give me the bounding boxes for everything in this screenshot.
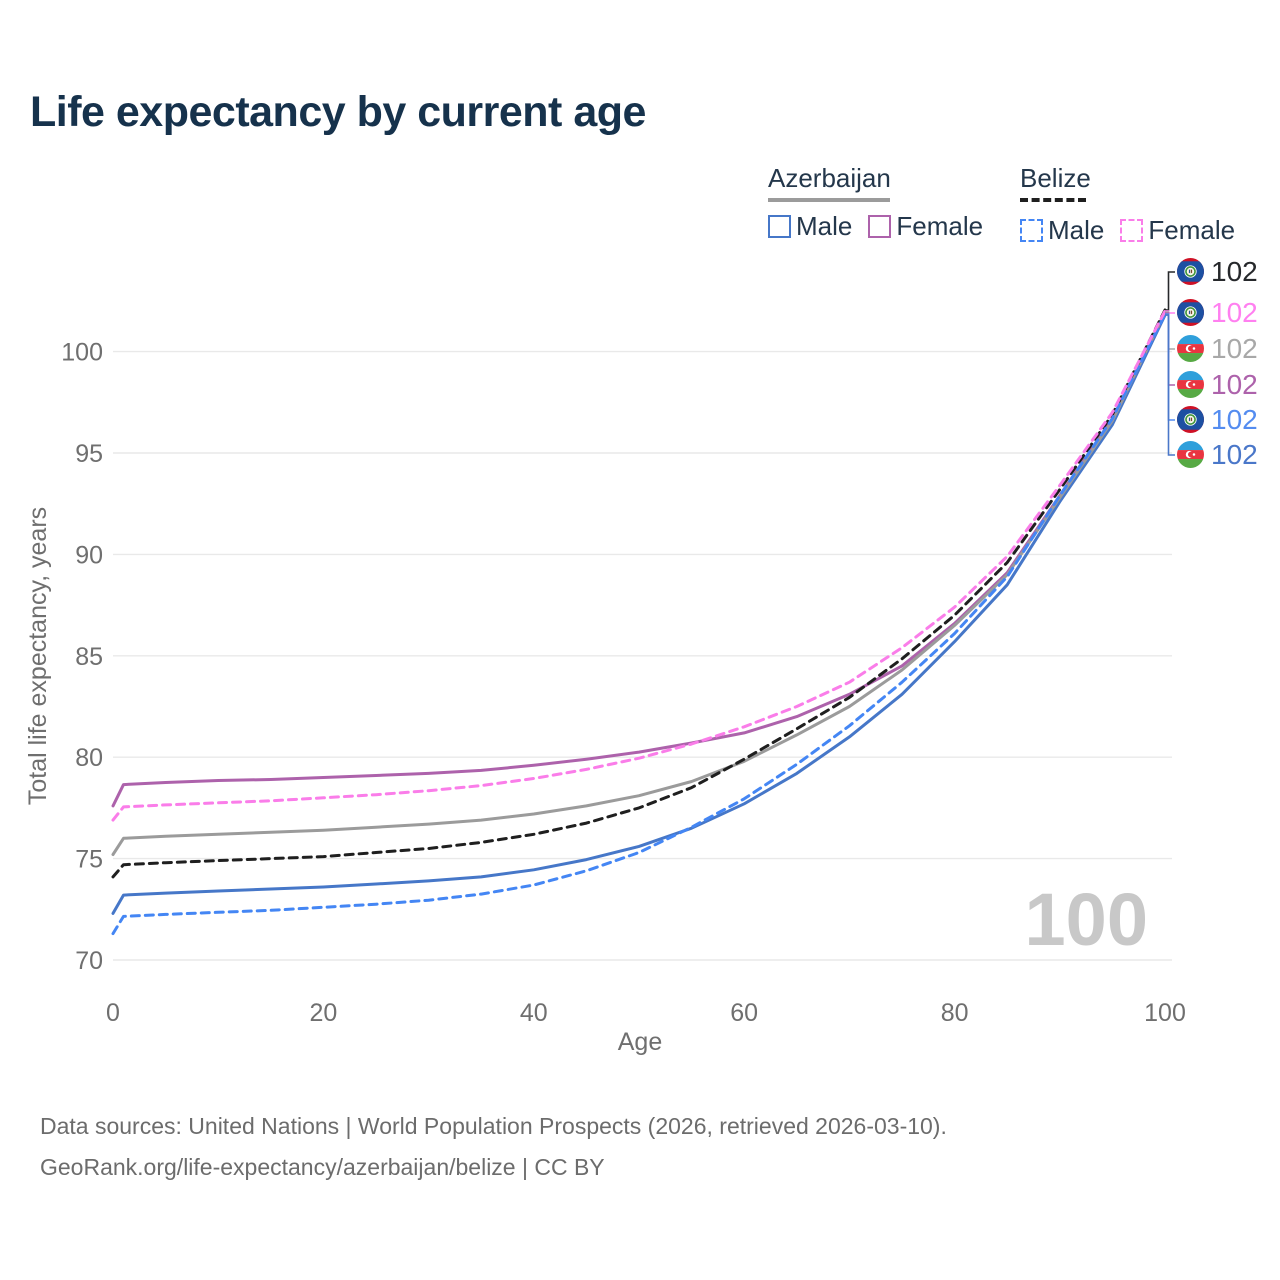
belize-flag-icon xyxy=(1177,299,1204,326)
chart-footer: Data sources: United Nations | World Pop… xyxy=(40,1106,947,1188)
series-line-belize-male[interactable] xyxy=(111,312,1167,936)
end-value-label: 102 xyxy=(1211,439,1258,470)
end-label-belize-male: 102 xyxy=(1177,404,1258,435)
footer-url-line: GeoRank.org/life-expectancy/azerbaijan/b… xyxy=(40,1154,605,1180)
series-line-azerbaijan-female[interactable] xyxy=(111,311,1167,808)
age-counter-watermark: 100 xyxy=(1025,878,1148,961)
legend-item-label: Female xyxy=(896,211,984,241)
y-tick-label-90: 90 xyxy=(75,541,103,569)
legend-swatch-belize-female xyxy=(1120,219,1144,242)
x-tick-label-20: 20 xyxy=(309,999,337,1027)
end-label-belize-female: 102 xyxy=(1177,297,1258,328)
legend-item-azerbaijan-male: Male xyxy=(768,211,852,242)
azerbaijan-flag-icon xyxy=(1177,371,1204,398)
series-line-azerbaijan-all[interactable] xyxy=(111,310,1167,856)
azerbaijan-flag-badge xyxy=(1177,441,1204,468)
legend-country-label: Belize xyxy=(1020,163,1091,193)
azerbaijan-flag-badge xyxy=(1177,335,1204,362)
legend-item-label: Female xyxy=(1148,215,1236,245)
x-tick-label-0: 0 xyxy=(106,999,120,1027)
leader-line-belize xyxy=(1165,271,1175,311)
legend-item-azerbaijan-female: Female xyxy=(868,211,983,242)
legend-dashed-line-sample xyxy=(1020,198,1086,206)
series-line-belize-all[interactable] xyxy=(111,308,1167,879)
x-tick-label-40: 40 xyxy=(520,999,548,1027)
end-label-azerbaijan-female: 102 xyxy=(1177,369,1258,400)
legend-group-belize: Belize Male Female xyxy=(1020,163,1251,246)
y-tick-label-100: 100 xyxy=(61,339,103,367)
legend-swatch-azerbaijan-female xyxy=(868,215,892,238)
series-line-belize-female[interactable] xyxy=(111,309,1167,822)
belize-flag-badge xyxy=(1177,299,1204,326)
end-value-label: 102 xyxy=(1211,333,1258,364)
end-label-belize: 102 xyxy=(1177,256,1258,287)
end-value-label: 102 xyxy=(1211,404,1258,435)
y-tick-label-80: 80 xyxy=(75,744,103,772)
x-axis-title: Age xyxy=(618,1028,662,1056)
x-tick-label-100: 100 xyxy=(1144,999,1186,1027)
belize-flag-badge xyxy=(1177,258,1204,285)
y-tick-label-95: 95 xyxy=(75,440,103,468)
end-value-label: 102 xyxy=(1211,297,1258,328)
end-label-azerbaijan-male: 102 xyxy=(1177,439,1258,470)
y-axis-title: Total life expectancy, years xyxy=(24,507,52,805)
legend-item-label: Male xyxy=(1048,215,1105,245)
legend: Azerbaijan Male Female Belize Male Female xyxy=(0,163,1280,246)
belize-flag-icon xyxy=(1177,258,1204,285)
azerbaijan-flag-icon xyxy=(1177,335,1204,362)
belize-flag-icon xyxy=(1177,406,1204,433)
leader-line-azerbaijan xyxy=(1165,311,1175,350)
legend-item-label: Male xyxy=(796,211,853,241)
page-title: Life expectancy by current age xyxy=(30,88,646,136)
footer-source-line: Data sources: United Nations | World Pop… xyxy=(40,1113,947,1139)
legend-swatch-azerbaijan-male xyxy=(768,215,791,238)
azerbaijan-flag-badge xyxy=(1177,371,1204,398)
leader-line-belize-male xyxy=(1165,313,1175,421)
end-value-label: 102 xyxy=(1211,369,1258,400)
end-label-azerbaijan: 102 xyxy=(1177,333,1258,364)
legend-country-label: Azerbaijan xyxy=(768,163,891,193)
legend-swatch-belize-male xyxy=(1020,219,1043,242)
legend-item-belize-female: Female xyxy=(1120,215,1235,246)
belize-flag-badge xyxy=(1177,406,1204,433)
end-value-label: 102 xyxy=(1211,256,1258,287)
legend-group-azerbaijan: Azerbaijan Male Female xyxy=(768,163,999,242)
y-tick-label-70: 70 xyxy=(75,947,103,975)
series-line-azerbaijan-male[interactable] xyxy=(111,313,1167,915)
y-tick-label-75: 75 xyxy=(75,846,103,874)
x-tick-label-60: 60 xyxy=(730,999,758,1027)
legend-item-belize-male: Male xyxy=(1020,215,1104,246)
legend-solid-line-sample xyxy=(768,198,890,202)
y-tick-label-85: 85 xyxy=(75,643,103,671)
leader-line-azerbaijan-male xyxy=(1165,314,1175,456)
x-tick-label-80: 80 xyxy=(941,999,969,1027)
azerbaijan-flag-icon xyxy=(1177,441,1204,468)
